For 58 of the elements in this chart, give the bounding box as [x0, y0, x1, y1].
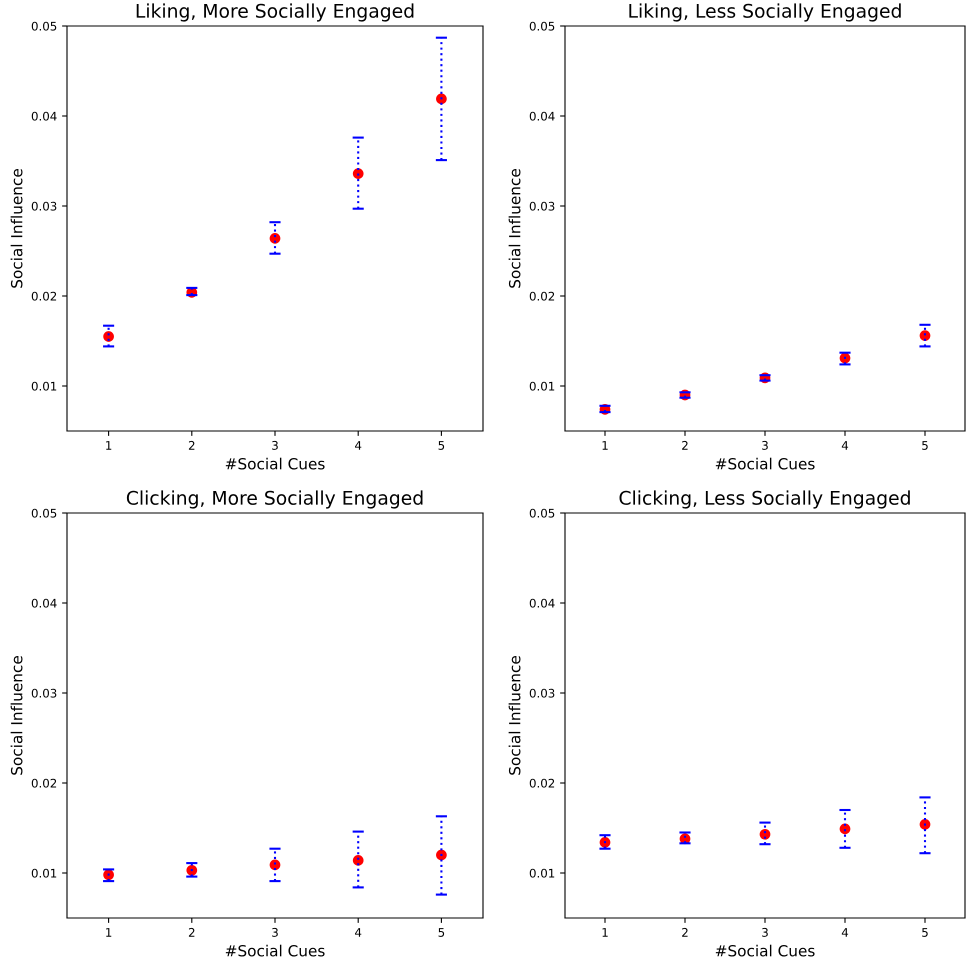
y-tick-label: 0.01: [530, 382, 554, 391]
x-tick-label: 1: [106, 928, 112, 937]
x-axis-title: #Social Cues: [226, 944, 325, 957]
x-tick-label: 4: [355, 928, 362, 937]
y-tick-label: 0.04: [530, 112, 555, 121]
point: [920, 819, 930, 830]
x-axis-title: #Social Cues: [716, 458, 815, 470]
y-axis-title: Social Influence: [508, 656, 520, 775]
y-tick-label: 0.03: [530, 688, 554, 698]
point: [436, 94, 447, 104]
chart-title: Clicking, More Socially Engaged: [126, 490, 422, 509]
y-axis-title: Social Influence: [10, 169, 22, 288]
x-tick-label: 1: [602, 441, 608, 450]
y-tick-label: 0.04: [530, 598, 555, 608]
y-tick-label: 0.03: [530, 202, 554, 211]
x-axis-title: #Social Cues: [716, 944, 815, 957]
y-tick-label: 0.02: [32, 778, 56, 788]
x-tick-label: 5: [922, 928, 928, 937]
y-axis-title: Social Influence: [10, 656, 22, 775]
x-tick-label: 4: [842, 441, 848, 450]
x-tick-label: 4: [355, 441, 362, 450]
x-tick-label: 3: [762, 928, 768, 937]
x-axis-title: #Social Cues: [226, 458, 325, 470]
y-tick-label: 0.02: [530, 292, 554, 301]
y-tick-label: 0.03: [32, 202, 56, 211]
y-tick-label: 0.04: [32, 598, 57, 608]
x-tick-label: 2: [682, 440, 688, 450]
y-tick-label: 0.05: [32, 508, 56, 518]
point: [600, 837, 610, 848]
x-tick-label: 3: [272, 928, 278, 937]
x-tick-label: 5: [438, 928, 444, 937]
chart-title: Liking, Less Socially Engaged: [629, 3, 901, 22]
y-axis-title: Social Influence: [508, 169, 520, 288]
point: [436, 850, 447, 860]
x-tick-label: 5: [922, 441, 928, 450]
chart-title: Liking, More Socially Engaged: [136, 3, 414, 22]
y-tick-label: 0.02: [32, 292, 56, 301]
x-tick-label: 3: [762, 440, 768, 450]
y-tick-label: 0.01: [32, 868, 56, 878]
y-tick-label: 0.05: [530, 508, 554, 518]
y-tick-label: 0.04: [32, 112, 57, 121]
y-tick-label: 0.03: [32, 688, 56, 698]
x-tick-label: 2: [682, 928, 688, 937]
x-tick-label: 4: [842, 928, 848, 937]
point: [186, 864, 198, 876]
chart-title: Clicking, Less Socially Engaged: [620, 490, 910, 509]
y-tick-label: 0.02: [530, 778, 554, 788]
x-tick-label: 3: [272, 440, 278, 450]
y-tick-label: 0.05: [32, 22, 56, 31]
point: [352, 168, 364, 179]
y-tick-label: 0.01: [32, 382, 56, 391]
x-tick-label: 1: [602, 928, 608, 937]
y-tick-label: 0.01: [530, 868, 554, 878]
x-tick-label: 5: [438, 441, 444, 450]
x-tick-label: 2: [188, 928, 194, 937]
x-tick-label: 1: [106, 441, 112, 450]
x-tick-label: 2: [188, 440, 194, 450]
y-tick-label: 0.05: [530, 22, 554, 31]
